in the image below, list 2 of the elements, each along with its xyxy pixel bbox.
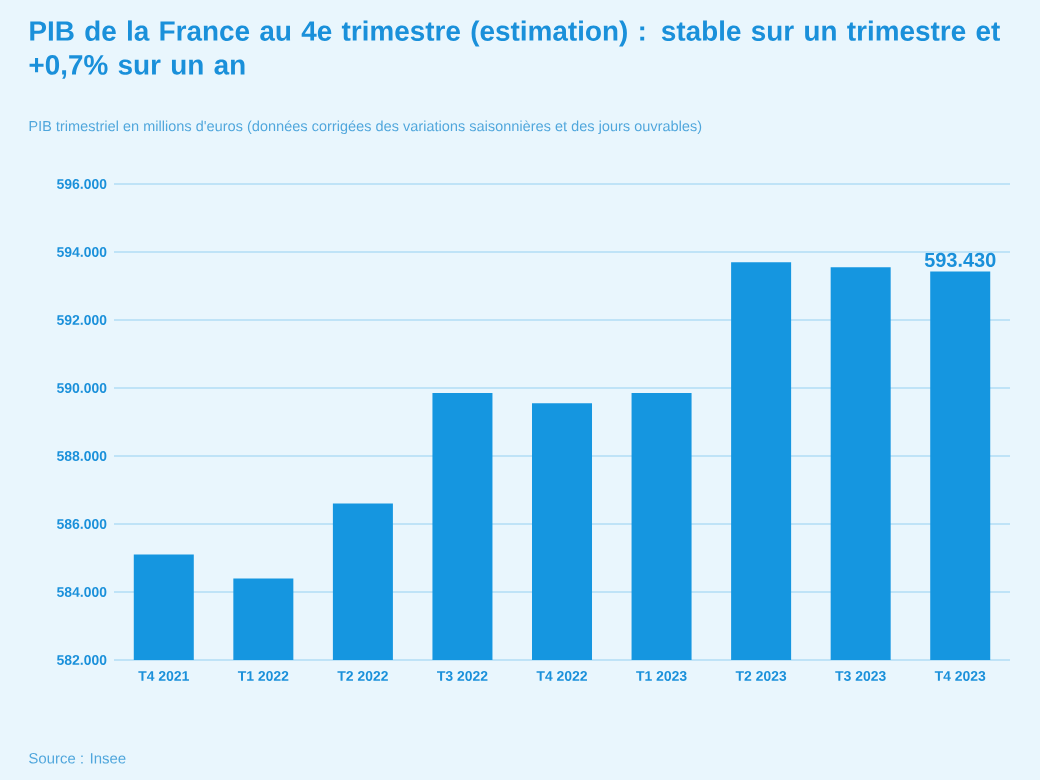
chart-title: PIB de la France au 4e trimestre (estimation) : stable sur un trimestre et +0,7% sur un an	[29, 20, 1000, 79]
data-label: 593.430	[924, 252, 996, 267]
